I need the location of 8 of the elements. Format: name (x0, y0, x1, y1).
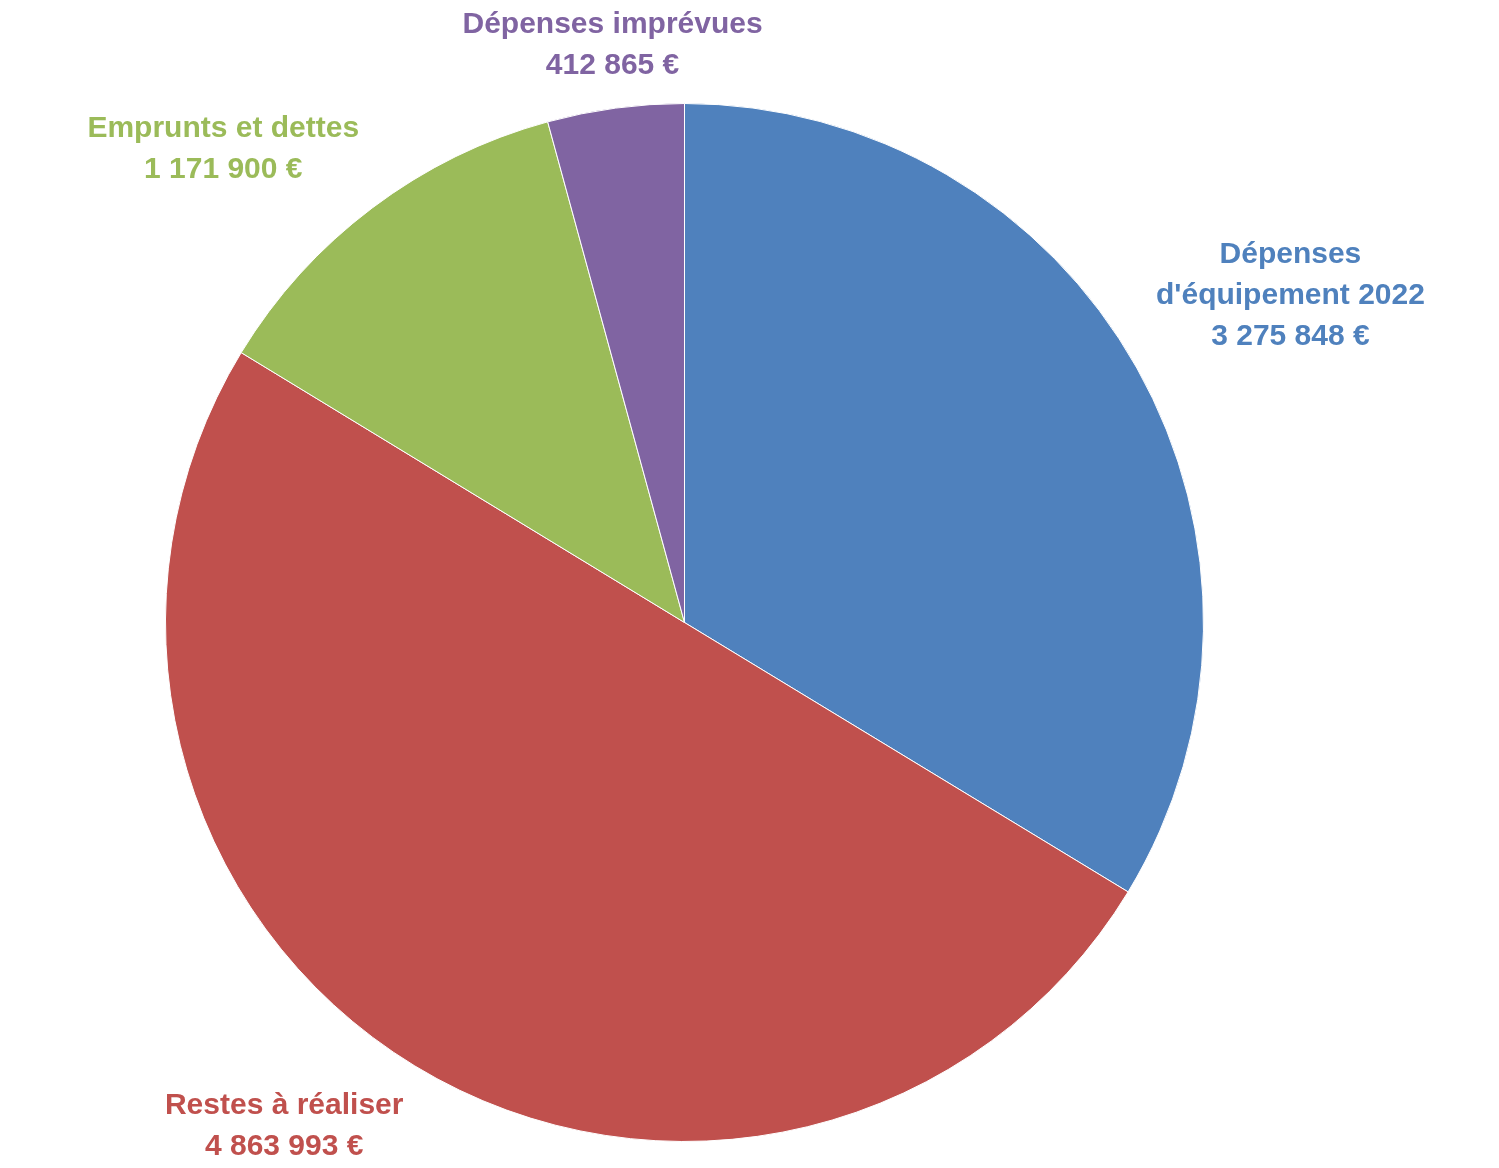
data-label: 3 275 848 € (1211, 317, 1370, 351)
slice-label: Dépenses imprévues (462, 6, 763, 40)
slice-label: Emprunts et dettes (87, 110, 360, 144)
slice-label: Dépenses d'équipement 2022 (1155, 235, 1425, 310)
slice-label: Restes à réaliser (164, 1086, 404, 1120)
data-label: 412 865 € (545, 47, 680, 81)
data-label: 1 171 900 € (144, 151, 303, 185)
data-label: 4 863 993 € (204, 1127, 364, 1161)
